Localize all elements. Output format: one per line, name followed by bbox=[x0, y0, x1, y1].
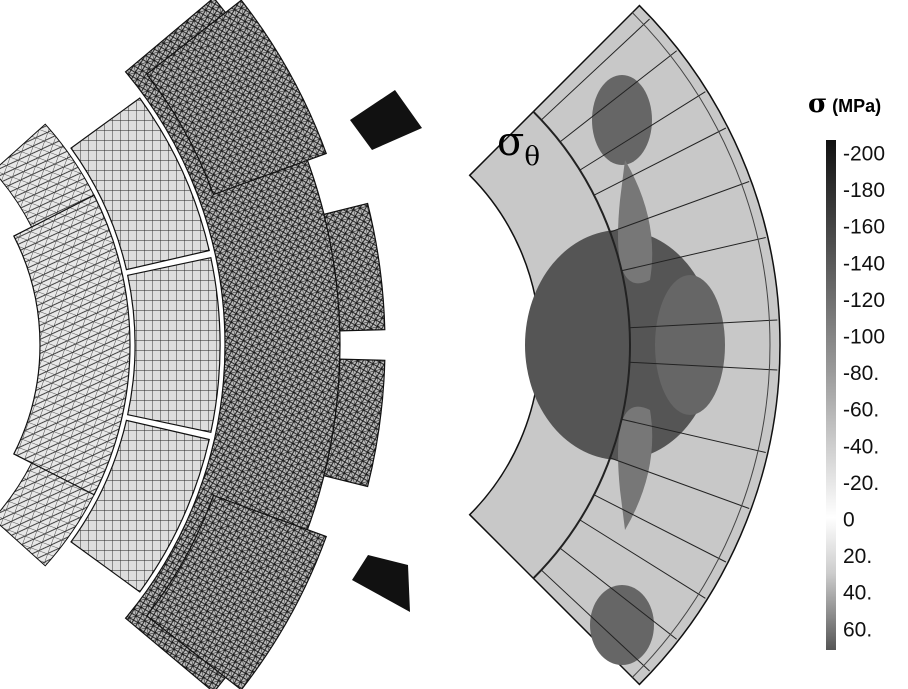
stress-contour bbox=[470, 6, 780, 685]
figure: σθ σ(MPa) -200-180-160-140-120-100-80.-6… bbox=[0, 0, 908, 689]
iron-block bbox=[350, 90, 422, 150]
colorbar-labels: -200 -180 -160 -140 -120 -100 -80. -60. -40. -20.… bbox=[843, 143, 885, 642]
subscript: θ bbox=[524, 142, 540, 172]
colorbar-label: 0 bbox=[843, 509, 855, 532]
colorbar-label: -180 bbox=[843, 179, 885, 202]
contour-region bbox=[592, 75, 652, 165]
coil-block bbox=[128, 258, 220, 433]
colorbar-label: 20. bbox=[843, 545, 872, 568]
colorbar-label: 40. bbox=[843, 582, 872, 605]
colorbar-label: -40. bbox=[843, 435, 879, 458]
colorbar-label: -20. bbox=[843, 472, 879, 495]
mesh-model bbox=[0, 0, 385, 689]
unit: (MPa) bbox=[832, 96, 881, 116]
iron-block bbox=[352, 555, 410, 612]
colorbar-label: -80. bbox=[843, 362, 879, 385]
colorbar-label: -60. bbox=[843, 399, 879, 422]
colorbar bbox=[826, 140, 836, 650]
symbol: σ bbox=[808, 89, 827, 119]
contour-region bbox=[655, 275, 725, 415]
coil-block bbox=[14, 195, 130, 495]
colorbar-label: -120 bbox=[843, 289, 885, 312]
colorbar-title: σ(MPa) bbox=[808, 89, 881, 119]
symbol: σ bbox=[497, 119, 524, 165]
colorbar-label: -100 bbox=[843, 326, 885, 349]
colorbar-label: -160 bbox=[843, 216, 885, 239]
colorbar-label: -140 bbox=[843, 252, 885, 275]
colorbar-label: -200 bbox=[843, 143, 885, 166]
colorbar-label: 60. bbox=[843, 618, 872, 641]
